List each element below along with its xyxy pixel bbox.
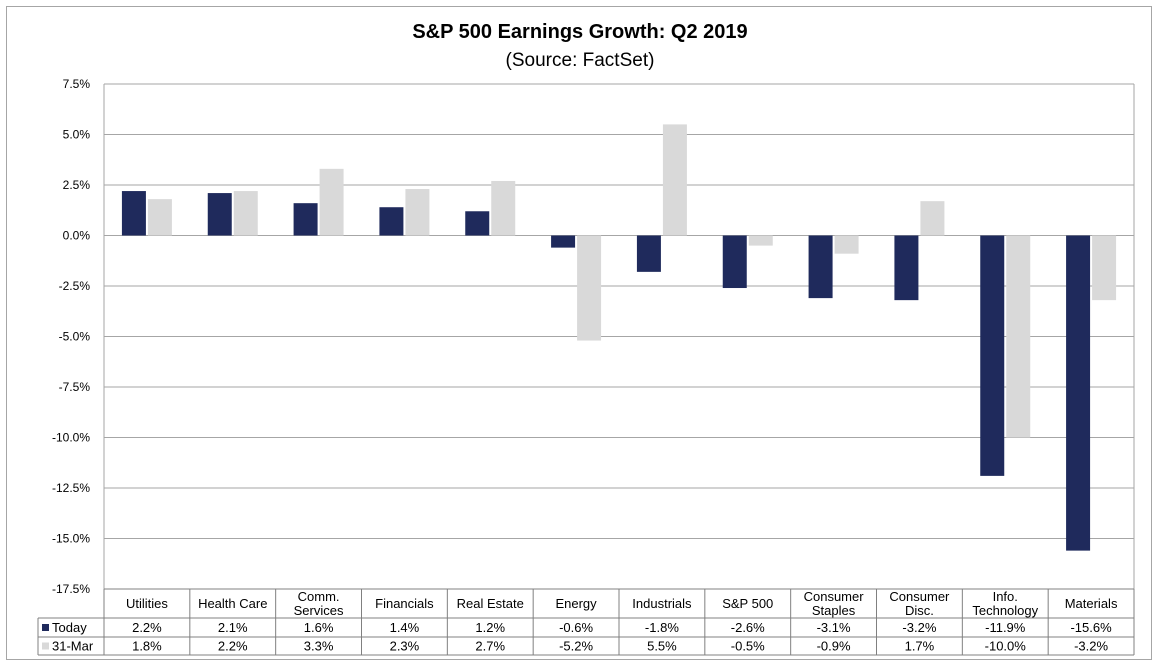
y-tick-label: 5.0% <box>63 128 91 142</box>
data-label: -0.5% <box>731 639 765 654</box>
category-label: Real Estate <box>457 596 524 611</box>
category-label: Industrials <box>632 596 692 611</box>
data-label: 2.2% <box>132 620 162 635</box>
data-label: 1.6% <box>304 620 334 635</box>
category-label: S&P 500 <box>722 596 773 611</box>
data-label: 1.4% <box>390 620 420 635</box>
category-label: Energy <box>555 596 597 611</box>
bar-31-mar <box>1006 235 1031 438</box>
data-label: 2.2% <box>218 639 248 654</box>
chart-title: S&P 500 Earnings Growth: Q2 2019 <box>412 21 747 43</box>
bar-today <box>379 207 404 236</box>
y-axis: 7.5% 5.0% 2.5% 0.0% -2.5% -5.0% -7.5% -10.0% -12… <box>52 77 90 596</box>
y-tick-label: 7.5% <box>63 77 91 91</box>
category-label: Staples <box>812 603 856 618</box>
data-label: 2.3% <box>390 639 420 654</box>
bar-today <box>465 211 490 236</box>
data-label: -1.8% <box>645 620 679 635</box>
category-label: Comm. <box>298 589 340 604</box>
data-label: 2.1% <box>218 620 248 635</box>
bar-today <box>894 235 919 301</box>
data-table: Utilities Health Care Comm.Services Financi… <box>37 588 1135 656</box>
bar-today <box>121 191 146 236</box>
chart-subtitle: (Source: FactSet) <box>506 50 655 71</box>
category-label: Technology <box>972 603 1038 618</box>
legend-label: 31-Mar <box>52 639 94 654</box>
category-label: Consumer <box>804 589 865 604</box>
data-label: 2.7% <box>475 639 505 654</box>
data-label: -3.2% <box>1074 639 1108 654</box>
bar-31-mar <box>1092 235 1117 301</box>
y-tick-label: -2.5% <box>59 279 91 293</box>
data-label: -0.9% <box>817 639 851 654</box>
data-label: -3.2% <box>902 620 936 635</box>
bar-31-mar <box>748 235 773 246</box>
bar-today <box>636 235 661 272</box>
bar-today <box>722 235 747 289</box>
bar-31-mar <box>405 189 430 236</box>
legend-label: Today <box>52 620 87 635</box>
category-label: Services <box>294 603 344 618</box>
bars <box>121 124 1117 551</box>
y-tick-label: -7.5% <box>59 380 91 394</box>
bar-today <box>808 235 833 299</box>
bar-31-mar <box>920 201 945 236</box>
bar-today <box>1066 235 1091 551</box>
bar-31-mar <box>834 235 859 254</box>
category-label: Disc. <box>905 603 934 618</box>
category-label: Utilities <box>126 596 168 611</box>
gridlines <box>103 83 1135 590</box>
data-label: -2.6% <box>731 620 765 635</box>
data-label: -10.0% <box>985 639 1027 654</box>
bar-31-mar <box>319 168 344 236</box>
y-tick-label: -10.0% <box>52 431 90 445</box>
y-tick-label: 2.5% <box>63 178 91 192</box>
bar-today <box>293 203 318 236</box>
data-label: -11.9% <box>985 620 1026 635</box>
data-label: 1.7% <box>905 639 935 654</box>
y-tick-label: -5.0% <box>59 330 91 344</box>
category-label: Consumer <box>889 589 950 604</box>
category-label: Health Care <box>198 596 267 611</box>
bar-today <box>980 235 1005 476</box>
bar-today <box>551 235 576 248</box>
data-label: 5.5% <box>647 639 677 654</box>
bar-today <box>207 193 232 236</box>
legend-key-today <box>42 624 49 631</box>
data-label: 3.3% <box>304 639 334 654</box>
data-label: 1.2% <box>475 620 505 635</box>
y-tick-label: 0.0% <box>63 229 91 243</box>
category-label: Materials <box>1065 596 1118 611</box>
bar-31-mar <box>233 191 258 236</box>
y-tick-label: -12.5% <box>52 481 90 495</box>
bar-31-mar <box>147 199 172 236</box>
data-label: 1.8% <box>132 639 162 654</box>
category-label: Info. <box>993 589 1018 604</box>
legend-key-31-mar <box>42 642 49 650</box>
data-label: -15.6% <box>1070 620 1112 635</box>
data-label: -3.1% <box>817 620 851 635</box>
data-label: -0.6% <box>559 620 593 635</box>
category-label: Financials <box>375 596 434 611</box>
bar-31-mar <box>577 235 602 341</box>
y-tick-label: -15.0% <box>52 532 90 546</box>
data-label: -5.2% <box>559 639 593 654</box>
bar-31-mar <box>491 180 516 236</box>
bar-31-mar <box>662 124 687 236</box>
y-tick-label: -17.5% <box>52 582 90 596</box>
